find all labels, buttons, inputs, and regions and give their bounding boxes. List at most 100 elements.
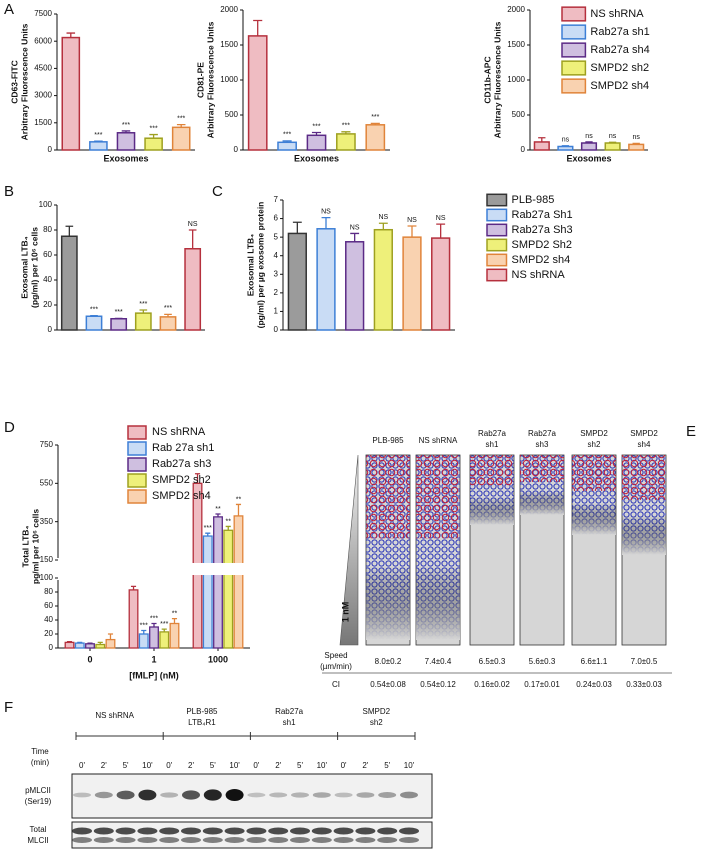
error-bar: [205, 532, 211, 537]
blot-band: [138, 789, 157, 801]
error-bar: [66, 32, 76, 38]
significance-label: NS: [321, 208, 331, 215]
y-tick-label: 0: [521, 145, 526, 154]
bar: [159, 631, 170, 649]
group-label: NS shRNA: [95, 711, 134, 720]
time-point: 2': [188, 761, 194, 770]
blot-band: [378, 792, 397, 798]
significance-label: ns: [585, 133, 593, 140]
legend-swatch: [127, 425, 147, 440]
bar: [247, 35, 268, 151]
y-tick-label: 500: [225, 110, 239, 119]
significance-label: ***: [204, 525, 212, 532]
legend-swatch: [486, 223, 508, 237]
error-bar: [65, 225, 74, 237]
y-axis-label: (pg/ml) per 10⁶ cells: [29, 227, 39, 308]
blot-band: [202, 827, 223, 835]
legend-label: SMPD2 sh4: [512, 254, 571, 266]
y-tick-label: 2: [274, 288, 279, 297]
ci-value: 0.54±0.08: [370, 680, 406, 689]
significance-label: ***: [371, 114, 379, 121]
y-axis-label: Total LTB₄: [20, 526, 30, 568]
significance-label: NS: [188, 221, 198, 228]
error-bar: [235, 503, 242, 516]
blot-band: [181, 827, 201, 835]
significance-label: ***: [122, 122, 130, 129]
legend-swatch: [486, 208, 508, 222]
time-point: 0': [341, 761, 347, 770]
y-tick-label: 0: [48, 325, 53, 334]
bar: [74, 642, 85, 649]
group-label: SMPD2: [363, 707, 391, 716]
bar: [365, 124, 386, 151]
significance-label: ***: [283, 132, 291, 139]
cell-tracks-red: [520, 455, 564, 482]
group-label: PLB-985: [186, 707, 218, 716]
speed-value: 5.6±0.3: [529, 657, 556, 666]
legend-label: SMPD2 sh2: [152, 474, 211, 486]
y-tick-label: 7500: [34, 9, 52, 18]
y-tick-label: 500: [512, 110, 526, 119]
significance-label: ***: [94, 132, 102, 139]
y-axis-label: pg/ml per 10⁶ cells: [30, 509, 40, 585]
blot-band: [311, 837, 332, 843]
y-tick-label: 0: [49, 643, 54, 652]
group-label: Rab27a: [275, 707, 304, 716]
y-tick-label: 100: [39, 200, 53, 209]
significance-label: ***: [115, 309, 123, 316]
bar: [277, 141, 297, 151]
error-bar: [188, 229, 197, 249]
column-label: Rab27a: [528, 429, 557, 438]
legend-swatch: [486, 253, 508, 267]
group-label: sh1: [283, 718, 296, 727]
y-tick-label: 4500: [34, 64, 52, 73]
significance-label: **: [172, 610, 178, 617]
significance-label: ***: [177, 115, 185, 122]
legend-label: Rab27a Sh3: [512, 224, 573, 236]
error-bar: [370, 122, 380, 125]
error-bar: [164, 313, 172, 317]
error-bar: [94, 140, 103, 142]
blot-band: [182, 790, 200, 800]
column-label: sh2: [588, 440, 601, 449]
y-axis-label: Exosomal LTB₄: [245, 234, 255, 296]
blot-band: [246, 837, 267, 843]
y-tick-label: 80: [44, 587, 53, 596]
legend-label: SMPD2 sh4: [590, 80, 649, 92]
blot-band: [355, 827, 376, 835]
y-axis-label: Arbitrary Fluorescence Units: [205, 21, 215, 138]
blot-band: [202, 837, 223, 843]
y-tick-label: 2000: [507, 5, 525, 14]
ci-value: 0.16±0.02: [474, 680, 510, 689]
speed-label: Speed: [324, 651, 347, 660]
time-label: (min): [31, 758, 50, 767]
error-bar: [151, 622, 157, 627]
y-tick-label: 40: [44, 615, 53, 624]
x-axis-label: Exosomes: [103, 153, 148, 163]
blot-band: [247, 792, 266, 798]
blot-band: [93, 827, 114, 835]
blot-band: [268, 827, 289, 835]
track-fade: [416, 566, 460, 640]
significance-label: ***: [150, 125, 158, 132]
legend-label: NS shRNA: [512, 269, 566, 281]
error-bar: [130, 585, 137, 590]
blot-band: [399, 837, 419, 843]
y-tick-label: 2000: [220, 5, 238, 14]
blot-band: [334, 792, 353, 798]
blot-band: [203, 789, 222, 801]
panel-letter: D: [4, 419, 15, 436]
panel-letter: C: [212, 183, 223, 200]
error-bar: [436, 223, 446, 239]
error-bar: [66, 641, 73, 643]
y-tick-label: 3000: [34, 91, 52, 100]
column-label: SMPD2: [580, 429, 608, 438]
error-bar: [292, 221, 302, 234]
blot-band: [115, 837, 136, 843]
panel-letter: E: [686, 423, 696, 440]
blot-band: [94, 791, 113, 799]
legend-swatch: [561, 24, 587, 40]
bar: [287, 232, 307, 331]
y-axis-label: Arbitrary Fluorescence Units: [492, 21, 502, 138]
